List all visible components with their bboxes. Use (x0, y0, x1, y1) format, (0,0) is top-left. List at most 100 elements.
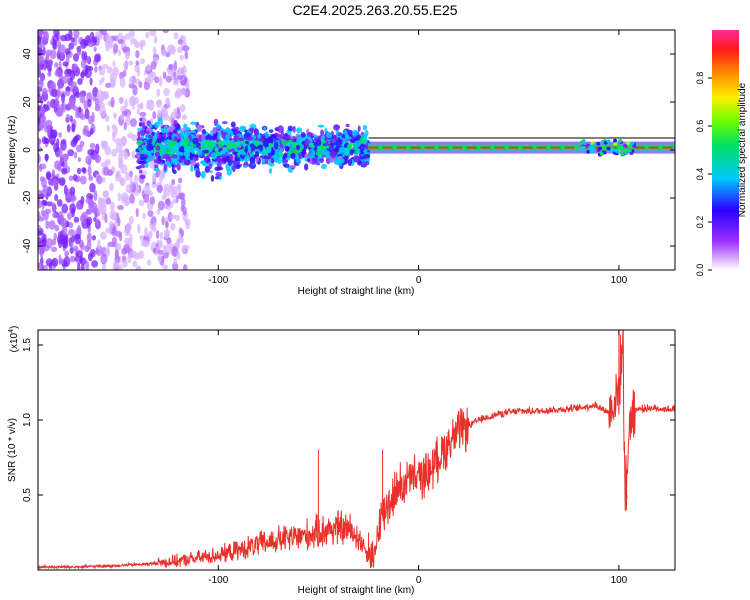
spectrogram-cell (99, 105, 107, 117)
spectrogram-cell (161, 194, 167, 201)
spectrogram-cell (45, 170, 52, 180)
spectrogram-cell (58, 147, 63, 159)
spectrogram-cell (622, 149, 627, 153)
spectrogram-cell (38, 30, 42, 38)
spectrogram-cell (105, 197, 112, 205)
spectrogram-cell (233, 126, 240, 131)
spectrogram-cell (287, 125, 293, 131)
spectrogram-cell (117, 39, 125, 45)
spectrogram-cell (38, 236, 42, 247)
spectrogram-cell (362, 124, 368, 131)
spectrogram-cell (88, 175, 93, 182)
spectrogram-cell (162, 244, 167, 255)
spectrogram-cell (133, 174, 138, 184)
spectrogram-cell (40, 120, 47, 129)
spectrogram-cell (223, 138, 230, 144)
snr-y-ticks: 1.5 1.0 0.5 (22, 338, 675, 502)
spectrogram-cell (173, 135, 179, 142)
spectrogram-cell (147, 135, 153, 139)
spectrogram-cell (154, 76, 160, 84)
spectrogram-cell (66, 123, 71, 133)
spectrogram-cell (190, 164, 194, 172)
spectrogram-cell (170, 214, 177, 220)
spectrogram-cell (268, 168, 273, 174)
spectrogram-cell (230, 121, 236, 128)
spectrogram-cell (72, 174, 78, 182)
spectrogram-cell (181, 155, 186, 159)
spectrogram-cell (159, 144, 167, 150)
spectrogram-cell (131, 150, 136, 160)
spectrogram-cell (165, 97, 170, 105)
spectrogram-cell (320, 129, 325, 137)
spectrogram-cell (581, 145, 586, 150)
spectrogram-cell (598, 146, 603, 151)
spectrogram-cell (170, 201, 174, 209)
spectrogram-cell (72, 85, 79, 97)
spectrogram-cell (337, 156, 343, 160)
spectrogram-cell (176, 251, 181, 260)
chart-title: C2E4.2025.263.20.55.E25 (292, 2, 458, 18)
spectrogram-cell (224, 133, 231, 140)
spectrogram-cell (177, 177, 183, 184)
spectrogram-cell (139, 156, 145, 161)
spectrogram-cell (170, 147, 175, 154)
spectrogram-cell (177, 67, 183, 77)
spectrogram-cell (178, 227, 183, 234)
spectrogram-cell (39, 107, 46, 117)
spectrogram-cell (113, 43, 119, 54)
spectrogram-cell (101, 76, 105, 83)
snr-y-tick-label: 0.5 (22, 488, 33, 502)
spectrogram-cell (122, 46, 130, 53)
spectrogram-cell (157, 254, 163, 263)
spectrogram-cell (130, 118, 137, 128)
spectrogram-cell (162, 132, 167, 139)
spectrogram-cell (287, 140, 293, 144)
spectrogram-cell (109, 72, 117, 84)
spectrogram-cell (234, 163, 241, 170)
spectrogram-cell (53, 142, 59, 153)
spectrogram-cell (200, 170, 206, 179)
spectrogram-cell (70, 196, 75, 203)
spectrogram-cell (146, 143, 154, 151)
spectrogram-cell (221, 154, 227, 159)
spectrogram-cell (181, 114, 188, 121)
spectrogram-cell (161, 215, 165, 226)
spectrogram-cell (45, 153, 49, 163)
colorbar-tick-label: 0.2 (695, 216, 705, 229)
spectrogram-cell (261, 149, 266, 157)
spectrogram-x-tick-label: -100 (208, 275, 228, 286)
spectrogram-cell (138, 122, 143, 127)
spectrogram-cell (132, 97, 139, 105)
spectrogram-cell (96, 89, 104, 101)
spectrogram-cell (94, 143, 100, 155)
spectrogram-cell (352, 129, 358, 137)
spectrogram-cell (119, 177, 126, 187)
spectrogram-cell (332, 136, 337, 143)
spectrogram-cell (196, 148, 203, 156)
snr-panel: -100 0 100 1.5 1.0 0.5 Height of straight li… (7, 326, 676, 596)
spectrogram-cell (76, 201, 82, 210)
spectrogram-cell (304, 153, 308, 159)
spectrogram-cell (173, 257, 178, 265)
spectrogram-cell (627, 144, 632, 149)
spectrogram-cell (65, 113, 71, 123)
spectrogram-cell (91, 235, 97, 241)
spectrogram-cell (599, 152, 604, 156)
spectrogram-cell (131, 104, 135, 110)
spectrogram-cell (627, 148, 632, 153)
spectrogram-cell (117, 217, 121, 227)
spectrogram-cell (102, 177, 106, 183)
spectrogram-x-tick-label: 0 (416, 275, 422, 286)
spectrogram-cell (94, 104, 101, 112)
spectrogram-cell (168, 64, 173, 70)
spectrogram-cell (87, 98, 92, 108)
spectrogram-cell (145, 158, 151, 163)
spectrogram-cell (307, 158, 311, 162)
spectrogram-cell (180, 145, 185, 153)
spectrogram-cell (362, 161, 370, 166)
spectrogram-cell (123, 243, 130, 253)
spectrogram-cell (165, 75, 172, 83)
spectrogram-cell (365, 142, 369, 150)
spectrogram-cell (221, 121, 228, 125)
